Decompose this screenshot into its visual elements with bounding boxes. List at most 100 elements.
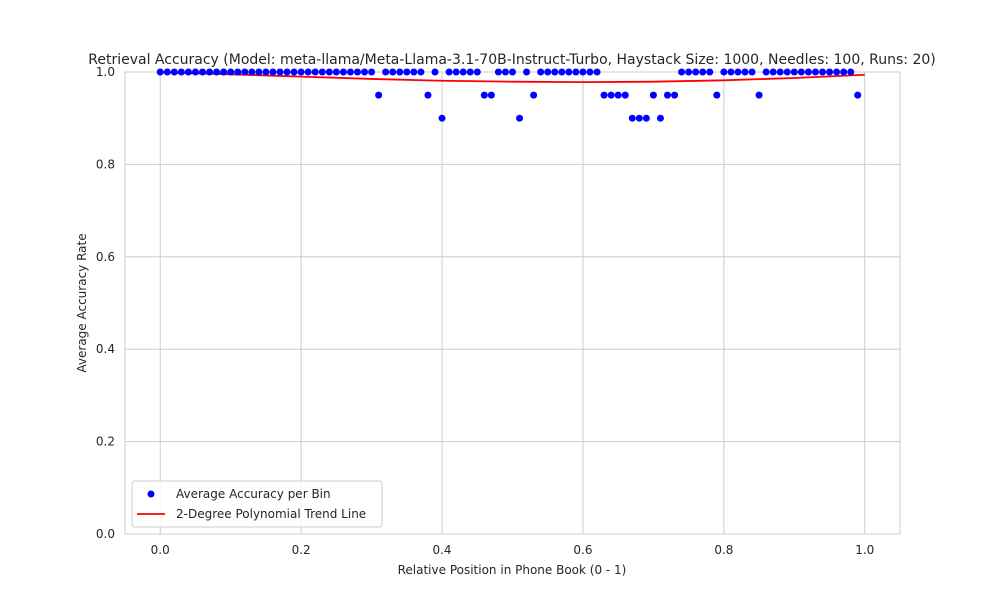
- scatter-point: [572, 68, 580, 76]
- legend-box: [131, 480, 383, 528]
- scatter-point: [607, 91, 615, 99]
- scatter-point: [163, 68, 171, 76]
- y-tick-label: 0.0: [96, 527, 115, 541]
- scatter-point: [551, 68, 559, 76]
- scatter-point: [685, 68, 693, 76]
- scatter-point: [537, 68, 545, 76]
- scatter-point: [227, 68, 235, 76]
- scatter-point: [544, 68, 552, 76]
- scatter-point: [854, 91, 862, 99]
- scatter-point: [706, 68, 714, 76]
- scatter-point: [290, 68, 298, 76]
- scatter-point: [487, 91, 495, 99]
- scatter-point: [170, 68, 178, 76]
- scatter-point: [741, 68, 749, 76]
- scatter-point: [593, 68, 601, 76]
- scatter-point: [769, 68, 777, 76]
- scatter-point: [410, 68, 418, 76]
- scatter-point: [283, 68, 291, 76]
- scatter-point: [368, 68, 376, 76]
- scatter-point: [720, 68, 728, 76]
- scatter-point: [840, 68, 848, 76]
- x-tick-labels: 0.0 0.2 0.4 0.6 0.8 1.0: [151, 543, 875, 557]
- scatter-point: [649, 91, 657, 99]
- y-tick-label: 0.8: [96, 157, 115, 171]
- scatter-point: [628, 114, 636, 122]
- scatter-point: [642, 114, 650, 122]
- scatter-point: [480, 91, 488, 99]
- scatter-point: [734, 68, 742, 76]
- scatter-point: [473, 68, 481, 76]
- scatter-point: [311, 68, 319, 76]
- x-tick-label: 0.8: [714, 543, 733, 557]
- scatter-point: [199, 68, 206, 76]
- scatter-point: [748, 68, 756, 76]
- scatter-point: [191, 68, 199, 76]
- y-tick-label: 1.0: [96, 65, 115, 79]
- scatter-point: [269, 68, 277, 76]
- scatter-point: [600, 91, 608, 99]
- scatter-point: [184, 68, 192, 76]
- scatter-point: [339, 68, 347, 76]
- y-axis-title: Average Accuracy Rate: [75, 233, 89, 372]
- scatter-point: [318, 68, 326, 76]
- chart-title: Retrieval Accuracy (Model: meta-llama/Me…: [88, 52, 935, 68]
- scatter-point: [213, 68, 221, 76]
- scatter-point: [586, 68, 594, 76]
- scatter-point: [255, 68, 263, 76]
- scatter-point: [819, 68, 826, 76]
- scatter-point: [382, 68, 390, 76]
- scatter-point: [332, 68, 340, 76]
- scatter-point: [755, 91, 763, 99]
- scatter-point: [664, 91, 671, 99]
- y-tick-label: 0.2: [96, 435, 115, 449]
- legend-scatter-marker: [147, 490, 155, 498]
- scatter-point: [234, 68, 242, 76]
- scatter-point: [417, 68, 425, 76]
- scatter-point: [833, 68, 841, 76]
- scatter-point: [516, 114, 524, 122]
- scatter-point: [431, 68, 439, 76]
- y-tick-labels: 0.0 0.2 0.4 0.6 0.8 1.0: [96, 65, 115, 541]
- scatter-point: [262, 68, 270, 76]
- y-tick-label: 0.6: [96, 250, 115, 264]
- points-layer: [156, 68, 862, 122]
- plot-background: [125, 72, 900, 534]
- scatter-point: [501, 68, 509, 76]
- scatter-point: [699, 68, 707, 76]
- x-tick-label: 0.0: [151, 543, 170, 557]
- scatter-point: [177, 68, 185, 76]
- scatter-point: [354, 68, 361, 76]
- scatter-point: [811, 68, 819, 76]
- scatter-point: [727, 68, 735, 76]
- scatter-point: [206, 68, 214, 76]
- x-tick-label: 0.2: [292, 543, 311, 557]
- scatter-point: [692, 68, 700, 76]
- scatter-point: [847, 68, 855, 76]
- scatter-point: [361, 68, 369, 76]
- scatter-point: [621, 91, 629, 99]
- scatter-point: [346, 68, 354, 76]
- scatter-point: [325, 68, 333, 76]
- scatter-point: [466, 68, 474, 76]
- scatter-point: [797, 68, 805, 76]
- scatter-point: [403, 68, 411, 76]
- trend-line: [160, 71, 865, 84]
- scatter-point: [297, 68, 305, 76]
- scatter-point: [671, 91, 679, 99]
- scatter-point: [452, 68, 460, 76]
- scatter-point: [248, 68, 256, 76]
- scatter-point: [523, 68, 531, 76]
- scatter-point: [509, 68, 516, 76]
- scatter-point: [762, 68, 770, 76]
- legend-label-scatter: Average Accuracy per Bin: [176, 487, 331, 501]
- scatter-point: [459, 68, 467, 76]
- scatter-point: [656, 114, 664, 122]
- scatter-point: [614, 91, 622, 99]
- scatter-point: [558, 68, 566, 76]
- scatter-point: [579, 68, 587, 76]
- legend: Average Accuracy per Bin 2-Degree Polyno…: [131, 480, 383, 528]
- scatter-point: [396, 68, 404, 76]
- y-tick-label: 0.4: [96, 342, 115, 356]
